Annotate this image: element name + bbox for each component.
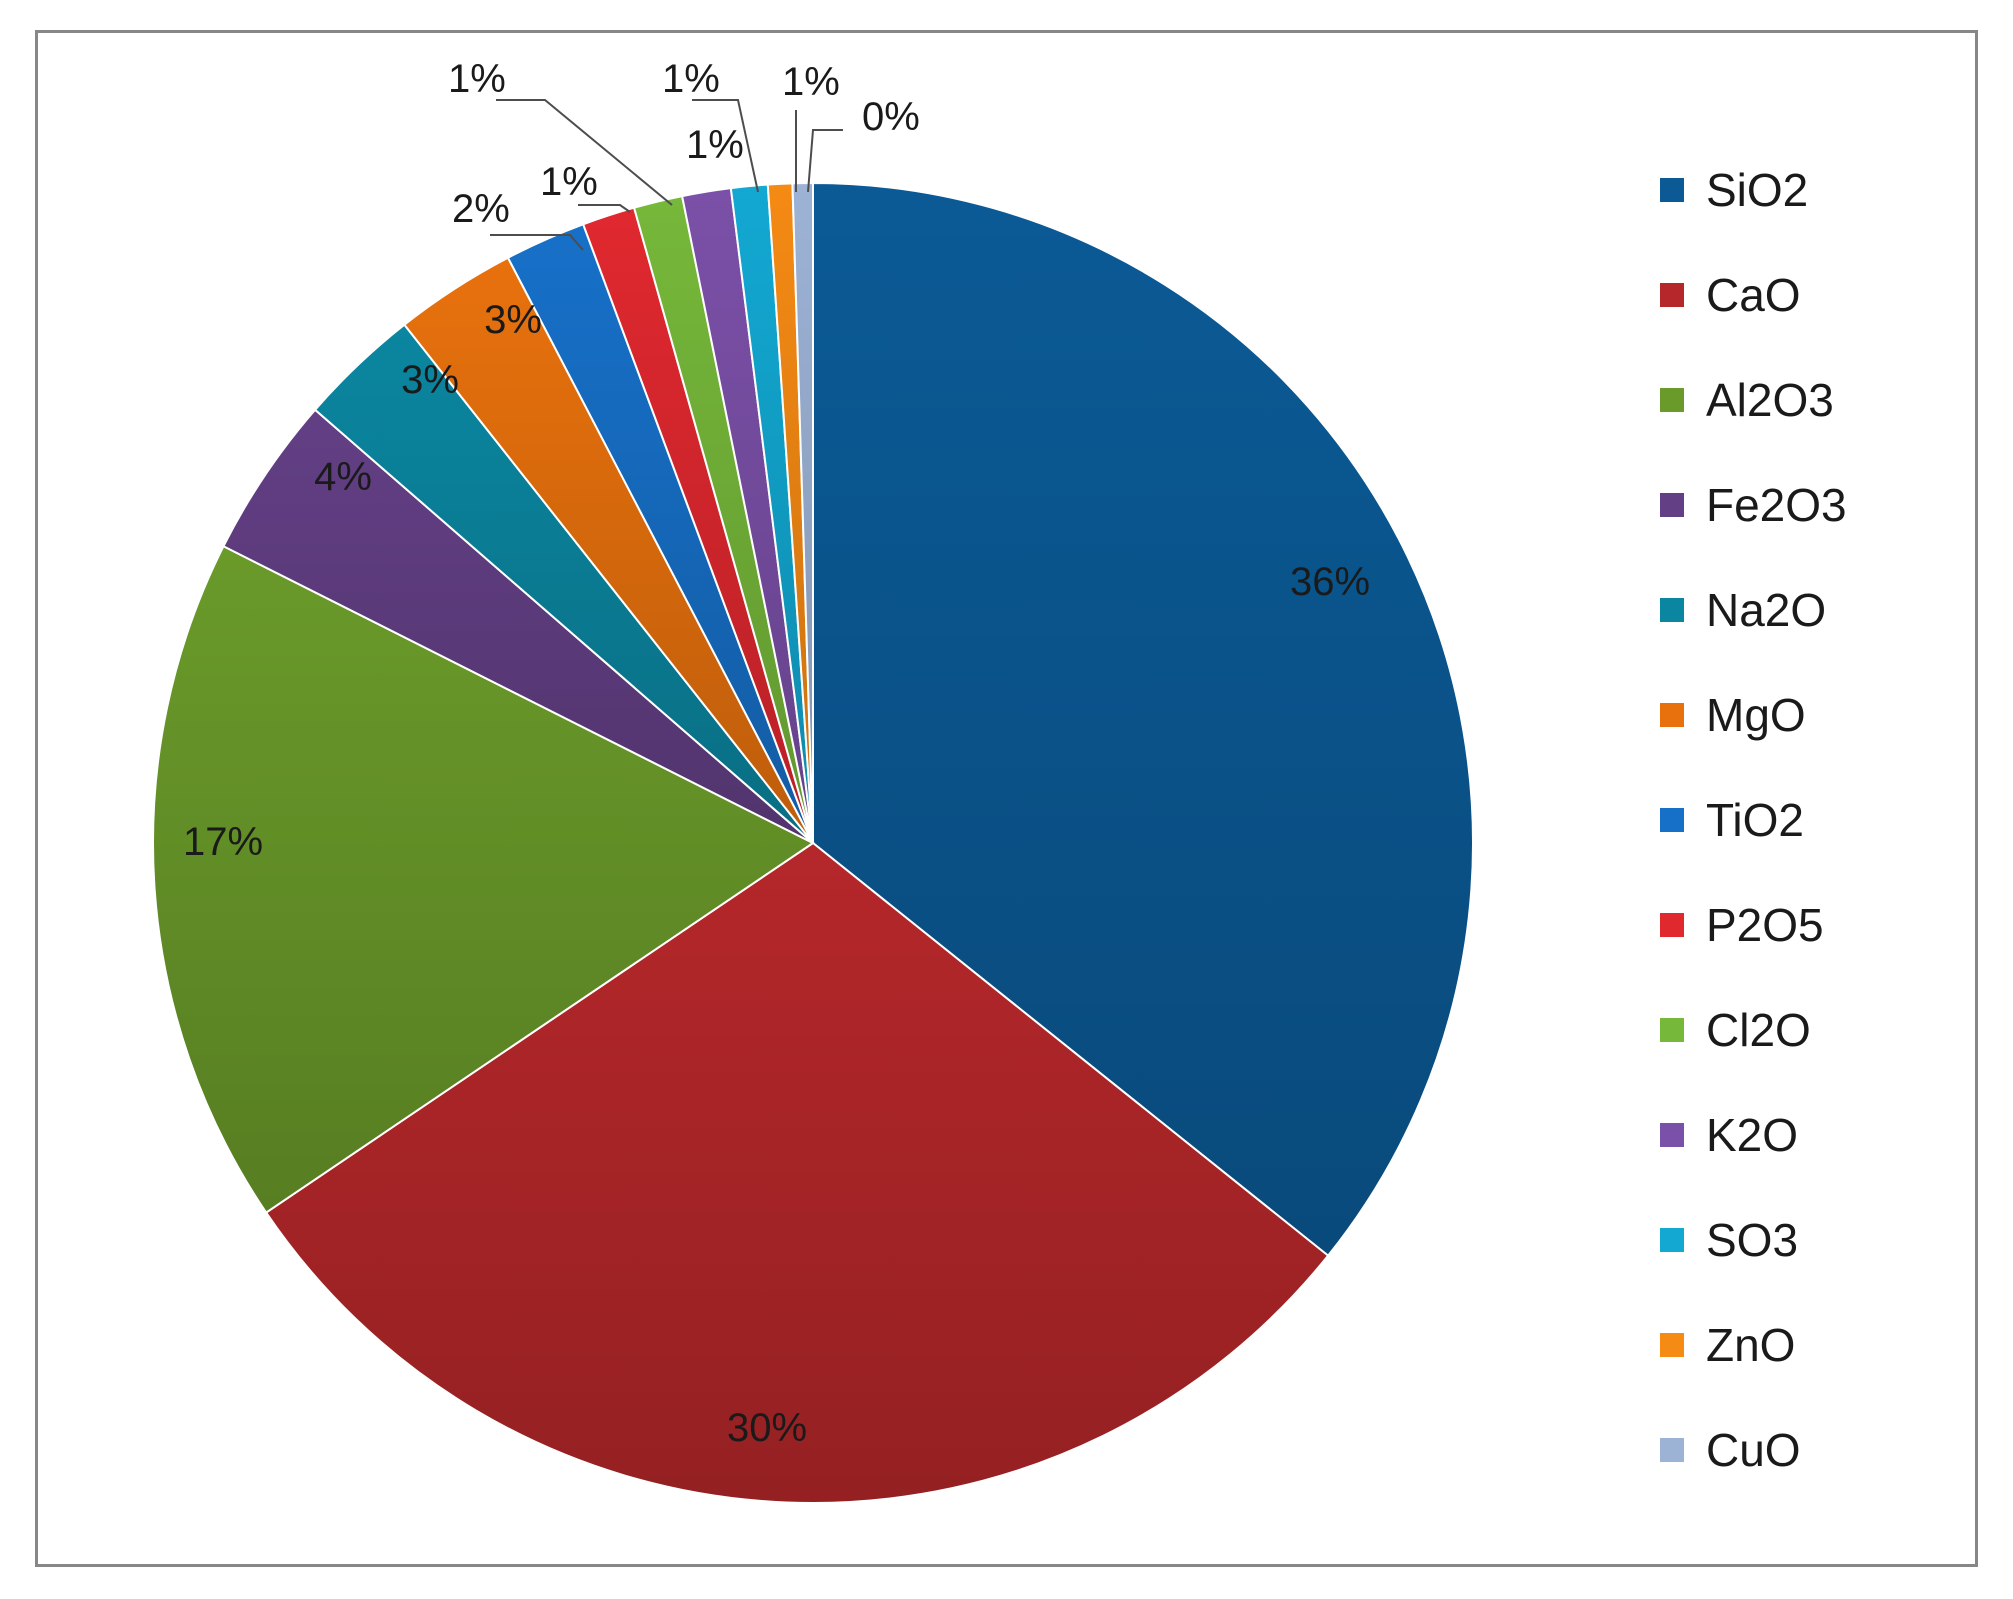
legend-label-so3: SO3 [1706, 1214, 1798, 1266]
data-label-fe2o3: 4% [314, 455, 372, 499]
data-label-cao: 30% [727, 1406, 807, 1450]
legend-swatch-zno [1660, 1333, 1684, 1357]
legend-label-sio2: SiO2 [1706, 164, 1808, 216]
legend-swatch-mgo [1660, 703, 1684, 727]
data-labels: 36% 30% 17% 4% 3% 3% 2% 1% 1% 1% 1% 1% 0% [183, 57, 1370, 1450]
legend-swatch-tio2 [1660, 808, 1684, 832]
data-label-k2o: 1% [686, 123, 744, 167]
data-label-tio2: 2% [452, 187, 510, 231]
leader-line-p2o5 [578, 204, 631, 213]
leader-line-cl2o [496, 99, 673, 206]
data-label-p2o5: 1% [540, 160, 598, 204]
legend-label-tio2: TiO2 [1706, 794, 1804, 846]
legend: SiO2 CaO Al2O3 Fe2O3 Na2O MgO TiO2 P2O5 Cl2O K2O S… [1660, 164, 1847, 1476]
legend-label-fe2o3: Fe2O3 [1706, 479, 1847, 531]
data-label-na2o: 3% [401, 358, 459, 402]
legend-label-cl2o: Cl2O [1706, 1004, 1811, 1056]
legend-swatch-cl2o [1660, 1018, 1684, 1042]
legend-label-p2o5: P2O5 [1706, 899, 1824, 951]
pie-slice-sio2 [812, 181, 1474, 1258]
pie-slices [152, 181, 1474, 1504]
legend-swatch-so3 [1660, 1228, 1684, 1252]
data-label-sio2: 36% [1290, 560, 1370, 604]
data-label-so3: 1% [662, 57, 720, 101]
pie-slice-cao [264, 841, 1330, 1504]
legend-label-cao: CaO [1706, 269, 1801, 321]
legend-swatch-fe2o3 [1660, 493, 1684, 517]
leader-line-tio2 [490, 234, 584, 251]
data-label-cuo: 0% [862, 95, 920, 139]
legend-label-cuo: CuO [1706, 1424, 1801, 1476]
legend-swatch-al2o3 [1660, 388, 1684, 412]
data-label-zno: 1% [782, 60, 840, 104]
pie-slice-al2o3 [152, 544, 815, 1214]
legend-swatch-cao [1660, 283, 1684, 307]
leader-line-so3 [692, 99, 759, 193]
legend-swatch-p2o5 [1660, 913, 1684, 937]
data-label-cl2o: 1% [448, 57, 506, 101]
legend-label-k2o: K2O [1706, 1109, 1798, 1161]
legend-swatch-na2o [1660, 598, 1684, 622]
data-label-mgo: 3% [484, 298, 542, 342]
legend-label-na2o: Na2O [1706, 584, 1826, 636]
legend-label-al2o3: Al2O3 [1706, 374, 1834, 426]
legend-label-zno: ZnO [1706, 1319, 1795, 1371]
leader-lines [490, 99, 843, 251]
legend-swatch-k2o [1660, 1123, 1684, 1147]
pie-slice-cuo [791, 181, 814, 844]
leader-line-cuo [807, 129, 843, 193]
data-label-al2o3: 17% [183, 820, 263, 864]
legend-swatch-cuo [1660, 1438, 1684, 1462]
legend-label-mgo: MgO [1706, 689, 1806, 741]
legend-swatch-sio2 [1660, 178, 1684, 202]
